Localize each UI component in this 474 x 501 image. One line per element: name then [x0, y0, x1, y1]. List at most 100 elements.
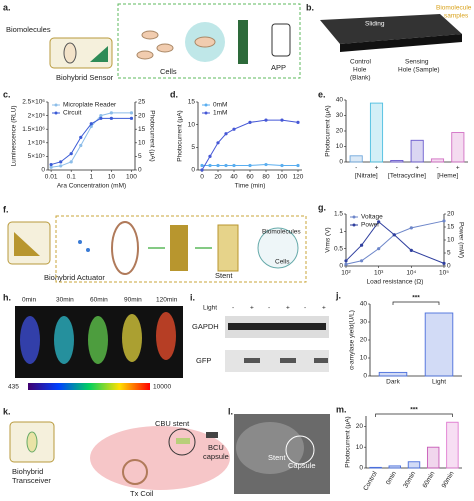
y2-tick-label: 10 [447, 237, 455, 244]
y-axis-label: Photocurrent (μA) [325, 105, 332, 156]
panel-letter: k. [3, 406, 11, 416]
y2-tick-label: 20 [138, 112, 146, 119]
y-tick-label: 0 [339, 159, 343, 166]
point [296, 163, 300, 168]
cell [136, 50, 154, 60]
bar [369, 466, 382, 469]
y2-tick-label: 5 [138, 153, 142, 160]
y-axis-label: Photocurrent (μA) [177, 110, 184, 161]
x-tick-label: 10 [108, 174, 116, 181]
point [200, 168, 204, 172]
y2-tick-label: 20 [447, 211, 455, 218]
signal [54, 316, 74, 364]
panel-letter: l. [228, 406, 233, 416]
x-tick-label: 10⁴ [406, 270, 416, 277]
point [224, 163, 228, 168]
label: 120min [156, 297, 178, 304]
y-tick-label: 20 [360, 337, 368, 344]
legend-label: Voltage [361, 214, 383, 221]
point [216, 163, 220, 168]
label: GAPDH [192, 322, 219, 331]
label: 90min [124, 297, 142, 304]
legend-label: Microplate Reader [63, 102, 117, 109]
y-tick-label: 1 [339, 228, 343, 235]
annotation: *** [412, 295, 420, 302]
panel-letter: b. [306, 2, 314, 12]
cell [78, 240, 82, 244]
series-line [345, 220, 445, 265]
legend-label: 1mM [213, 110, 227, 117]
point [264, 118, 268, 122]
x-tick-label: 10² [341, 270, 351, 277]
label: APP [271, 63, 286, 72]
blot [225, 350, 329, 372]
image-region [236, 422, 304, 474]
x-tick-label: Dark [386, 379, 400, 386]
stent [217, 224, 239, 272]
legend-marker [352, 223, 356, 227]
x-tick-label: - [436, 165, 438, 172]
x-tick-label: 0 [200, 174, 204, 181]
y-tick-label: 10 [336, 143, 344, 150]
legend-marker [204, 111, 208, 115]
cell [63, 42, 77, 64]
y-tick-label: 10 [360, 355, 368, 362]
y-axis-label: Luminescence (RLU) [11, 105, 18, 166]
y2-tick-label: 15 [447, 224, 455, 231]
cell [86, 248, 90, 252]
y-axis-label: Photocurrent (μA) [345, 416, 352, 467]
zoom-circle [168, 428, 196, 456]
capsule [206, 432, 218, 438]
label: CBU stent [155, 419, 190, 428]
point [79, 135, 83, 139]
point [49, 165, 53, 169]
bar [390, 159, 404, 163]
y-tick-label: 1.5×10⁶ [22, 126, 45, 133]
point [232, 127, 236, 131]
label: Biohybrid [12, 467, 43, 476]
point [129, 116, 134, 120]
bar [349, 155, 363, 163]
y2-tick-label: 5 [447, 250, 451, 257]
band [280, 358, 296, 363]
label: Capsule [288, 461, 316, 470]
point [280, 163, 284, 168]
group-label: [Heme] [437, 173, 458, 180]
label: - [232, 305, 234, 312]
point [359, 259, 364, 263]
point [280, 118, 284, 122]
point [69, 152, 73, 156]
legend-marker [54, 103, 58, 107]
zoom-box [117, 3, 301, 79]
point [89, 122, 93, 126]
x-tick-label: 60 [246, 174, 254, 181]
group-label: [Tetracycline] [388, 173, 426, 180]
point [69, 160, 73, 164]
y-tick-label: 0 [339, 263, 343, 270]
panel-letter: c. [3, 89, 11, 99]
x-tick-label: + [415, 165, 419, 172]
label: 30min [56, 297, 74, 304]
point [59, 164, 63, 168]
y-tick-label: 5 [191, 144, 195, 151]
label: 60min [90, 297, 108, 304]
signal [122, 314, 142, 362]
y-tick-label: 2.5×10⁶ [22, 99, 45, 106]
point [248, 163, 252, 168]
colorbar-min: 435 [8, 384, 19, 391]
x-tick-label: 0.01 [45, 174, 58, 181]
x-tick-label: 120 [293, 174, 304, 181]
y-tick-label: 20 [336, 128, 344, 135]
point [89, 124, 93, 129]
label: Hole (Sample) [398, 67, 440, 74]
bar [410, 139, 424, 163]
label: Biomolecules [262, 229, 301, 236]
x-tick-label: 100 [277, 174, 288, 181]
group-label: [Nitrate] [355, 173, 378, 180]
x-tick-label: + [456, 165, 460, 172]
series-line [345, 221, 445, 264]
coil [111, 221, 139, 275]
y2-axis-label: Power (mW) [457, 222, 464, 258]
bar [388, 465, 402, 469]
